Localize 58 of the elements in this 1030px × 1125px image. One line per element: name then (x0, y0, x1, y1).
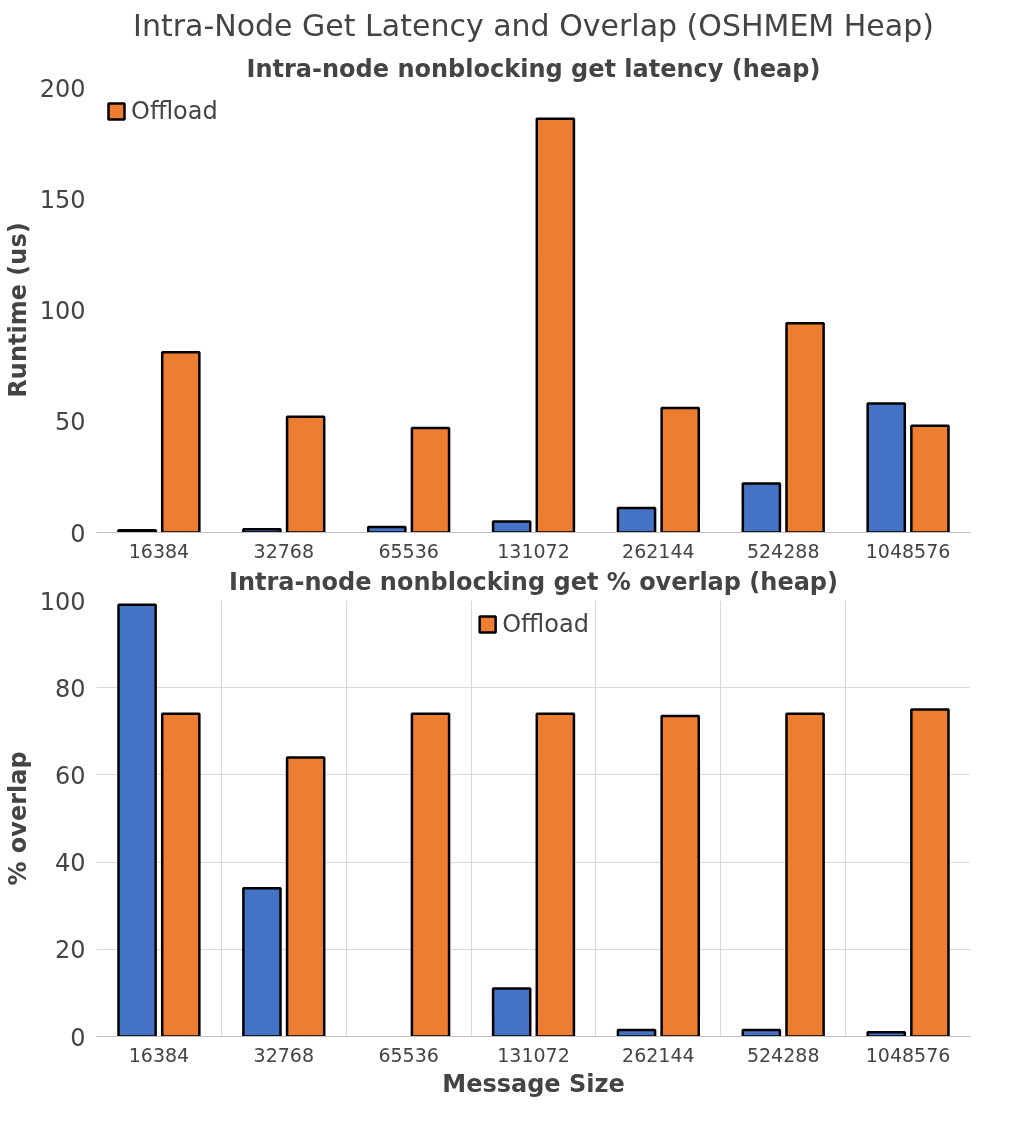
bar (616, 1028, 657, 1037)
bar (160, 712, 201, 1037)
x-tick-label: 524288 (746, 539, 820, 562)
y-tick-label: 40 (54, 849, 86, 878)
bar (866, 402, 907, 533)
bar (285, 415, 326, 533)
bar (242, 887, 282, 1037)
bar (866, 1030, 907, 1037)
x-tick-label: 524288 (746, 1043, 820, 1066)
bar (160, 351, 201, 533)
bar (741, 1028, 782, 1037)
x-tick-label: 1048576 (865, 539, 951, 562)
x-tick-label: 131072 (497, 539, 570, 562)
y-axis-title: % overlap (3, 751, 32, 886)
y-tick-label: 0 (70, 1023, 86, 1052)
x-tick-label: 16384 (128, 1043, 190, 1066)
x-tick-label: 1048576 (865, 1043, 951, 1066)
y-tick-label: 60 (54, 761, 86, 790)
bar (285, 756, 326, 1037)
chart-title: Intra-Node Get Latency and Overlap (OSHMEM Heap) (133, 7, 934, 43)
bar (410, 426, 451, 533)
x-tick-label: 16384 (128, 539, 190, 562)
bar (616, 506, 657, 533)
y-tick-label: 150 (39, 185, 86, 214)
y-tick-label: 20 (54, 936, 86, 965)
bar (741, 482, 782, 533)
x-tick-label: 32768 (253, 539, 315, 562)
bar (366, 525, 407, 533)
bar (785, 322, 825, 533)
y-tick-label: 100 (39, 587, 86, 616)
x-tick-label: 262144 (622, 1043, 695, 1066)
bar (535, 117, 576, 533)
bar (491, 987, 532, 1037)
chart-subtitle: Intra-node nonblocking get latency (heap) (246, 54, 821, 83)
y-tick-label: 200 (39, 74, 86, 103)
legend-label: Offload (502, 610, 589, 638)
x-tick-label: 32768 (253, 1043, 315, 1066)
bar (910, 708, 950, 1037)
x-axis-title: Message Size (442, 1069, 625, 1098)
y-tick-label: 50 (54, 408, 86, 437)
bar (535, 712, 576, 1037)
chart-title: Intra-node nonblocking get % overlap (heap) (228, 567, 839, 596)
bar (660, 406, 701, 533)
bar (910, 424, 950, 533)
y-tick-label: 0 (70, 519, 86, 548)
y-axis-title: Runtime (us) (3, 222, 32, 398)
bar (660, 714, 701, 1037)
legend-label: Offload (131, 97, 218, 125)
x-tick-label: 65536 (378, 1043, 439, 1066)
bar (410, 712, 451, 1037)
x-tick-label: 262144 (622, 539, 695, 562)
x-tick-label: 131072 (497, 1043, 570, 1066)
y-tick-label: 80 (54, 674, 86, 703)
bar (117, 603, 157, 1037)
bar (491, 520, 532, 533)
bar (785, 712, 825, 1037)
x-tick-label: 65536 (378, 539, 439, 562)
y-tick-label: 100 (39, 297, 86, 325)
